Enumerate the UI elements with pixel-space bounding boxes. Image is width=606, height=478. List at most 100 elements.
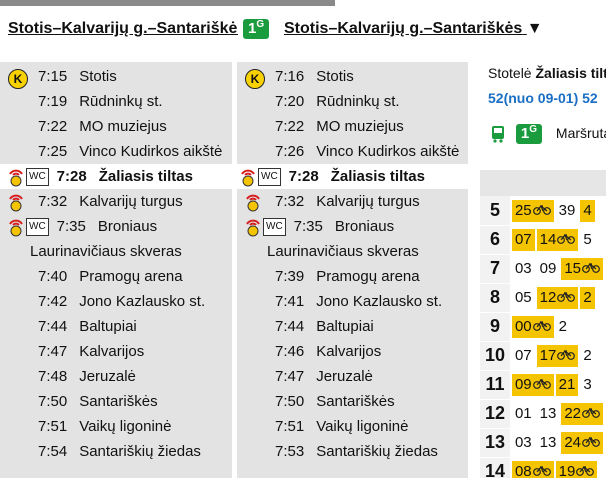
minute-text: 13 [539,433,557,451]
stop-name: Stotis [79,68,117,85]
wc-icon: WC [263,218,286,237]
row-icons [8,441,30,463]
stop-name: Baltupiai [316,318,374,335]
minute: 5 [580,229,594,251]
minute-text: 22 [564,404,581,422]
departure-time: 7:22 [38,118,68,135]
badge-suffix: G [529,124,538,135]
hour-row: 13 03 13 24 [480,428,606,458]
minute-text: 19 [558,462,576,478]
row-icons [245,116,267,138]
minute-text: 08 [514,462,532,478]
stop-name: Santariškių žiedas [316,443,438,460]
timetable-row: 7:22 MO muziejus [0,114,232,139]
row-icons: K [8,66,30,90]
minute-text: 09 [539,259,557,277]
route-line: 1G Maršrutas [490,124,606,144]
stop-name: Santariškės [316,393,395,410]
bike-icon [582,407,600,418]
timetable-row: 7:41 Jono Kazlausko st. [237,289,468,314]
timetable-row: 7:50 Santariškės [237,389,468,414]
row-icons [245,266,267,288]
timetable-row: 7:20 Rūdninkų st. [237,89,468,114]
stop-panel: Stotelė Žaliasis tiltas 52(nuo 09-01) 52… [476,62,606,478]
minute: 14 [536,228,579,251]
minute: 24 [561,431,603,454]
route-label: Maršrutas [555,125,606,141]
departure-time: 7:42 [38,293,68,310]
timetable-row: 7:51 Vaikų ligoninė [237,414,468,439]
stop-name: Jeruzalė [79,368,136,385]
signal-icon [9,194,23,212]
departure-time: 7:32 [38,193,68,210]
minute-text: 4 [583,201,592,219]
timetable-row: 7:46 Kalvarijos [237,339,468,364]
stop-name: Rūdninkų st. [316,93,400,110]
minute: 00 [511,315,554,338]
direction-title[interactable]: Stotis–Kalvarijų g.–Santariškės [284,20,523,37]
hour-row: 12 01 13 22 [480,399,606,429]
timetable-row: 7:44 Baltupiai [237,314,468,339]
stop-name: Stotis [316,68,354,85]
minute: 2 [556,316,570,338]
departure-time: 7:46 [275,343,305,360]
stop-name: Žaliasis tiltas [330,168,425,185]
hour-row: 8 05 12 2 [480,283,606,313]
hour: 7 [480,254,510,284]
minute-text: 2 [583,288,592,306]
row-icons: WC [8,216,49,238]
departure-time: 7:22 [275,118,305,135]
minute: 13 [537,403,560,425]
departure-time: 7:54 [38,443,68,460]
minutes: 09 21 3 [510,370,606,399]
minute-text: 5 [583,230,592,248]
timetable-row: 7:32 Kalvarijų turgus [0,189,232,214]
stop-name: Broniaus Laurinavičiaus skveras [30,218,182,260]
departure-time: 7:48 [38,368,68,385]
scrollbar[interactable] [0,0,335,6]
minute-text: 15 [564,259,581,277]
row-icons [8,316,30,338]
row-icons: K [245,66,267,90]
hour: 10 [480,341,510,371]
hour: 9 [480,312,510,342]
minute: 03 [512,258,535,280]
badge: 1G [243,19,270,39]
stop-name: Kalvarijų turgus [316,193,420,210]
row-icons [245,416,267,438]
wc-icon: WC [26,218,49,237]
minute: 4 [580,199,595,222]
minutes: 05 12 2 [510,283,606,312]
stop-name: Vinco Kudirkos aikštė [316,143,460,160]
hour: 6 [480,225,510,255]
minute-text: 01 [514,404,532,422]
minute: 01 [512,403,535,425]
dropdown-arrow[interactable]: ▼ [526,20,543,37]
stop-name: Kalvarijos [79,343,145,360]
minute-text: 00 [514,317,532,335]
departure-time: 7:50 [38,393,68,410]
stop-codes[interactable]: 52(nuo 09-01) 52 [488,90,598,106]
signal-icon [9,169,23,187]
bike-icon [582,436,600,447]
timetable-row: WC 7:35 Broniaus Laurinavičiaus skveras [0,214,232,264]
bike-icon [582,262,600,273]
right-title[interactable]: Stotis–Kalvarijų g.–Santariškės ▼ [284,20,584,38]
hour-row: 11 09 21 3 [480,370,606,400]
signal-icon [246,194,260,212]
hour: 11 [480,370,510,400]
stop-name: Baltupiai [79,318,137,335]
departure-time: 7:51 [38,418,68,435]
departure-time: 7:50 [275,393,305,410]
minute: 09 [537,258,560,280]
stop-label: Stotelė [488,65,532,81]
k-icon: K [245,69,265,90]
stop-name: MO muziejus [316,118,404,135]
stop-name: Pramogų arena [316,268,420,285]
left-title[interactable]: Stotis–Kalvarijų g.–Santariškės [8,20,238,37]
row-icons [8,191,30,213]
minutes: 08 19 [510,457,606,478]
stop-name: Kalvarijos [316,343,382,360]
departure-time: 7:47 [38,343,68,360]
